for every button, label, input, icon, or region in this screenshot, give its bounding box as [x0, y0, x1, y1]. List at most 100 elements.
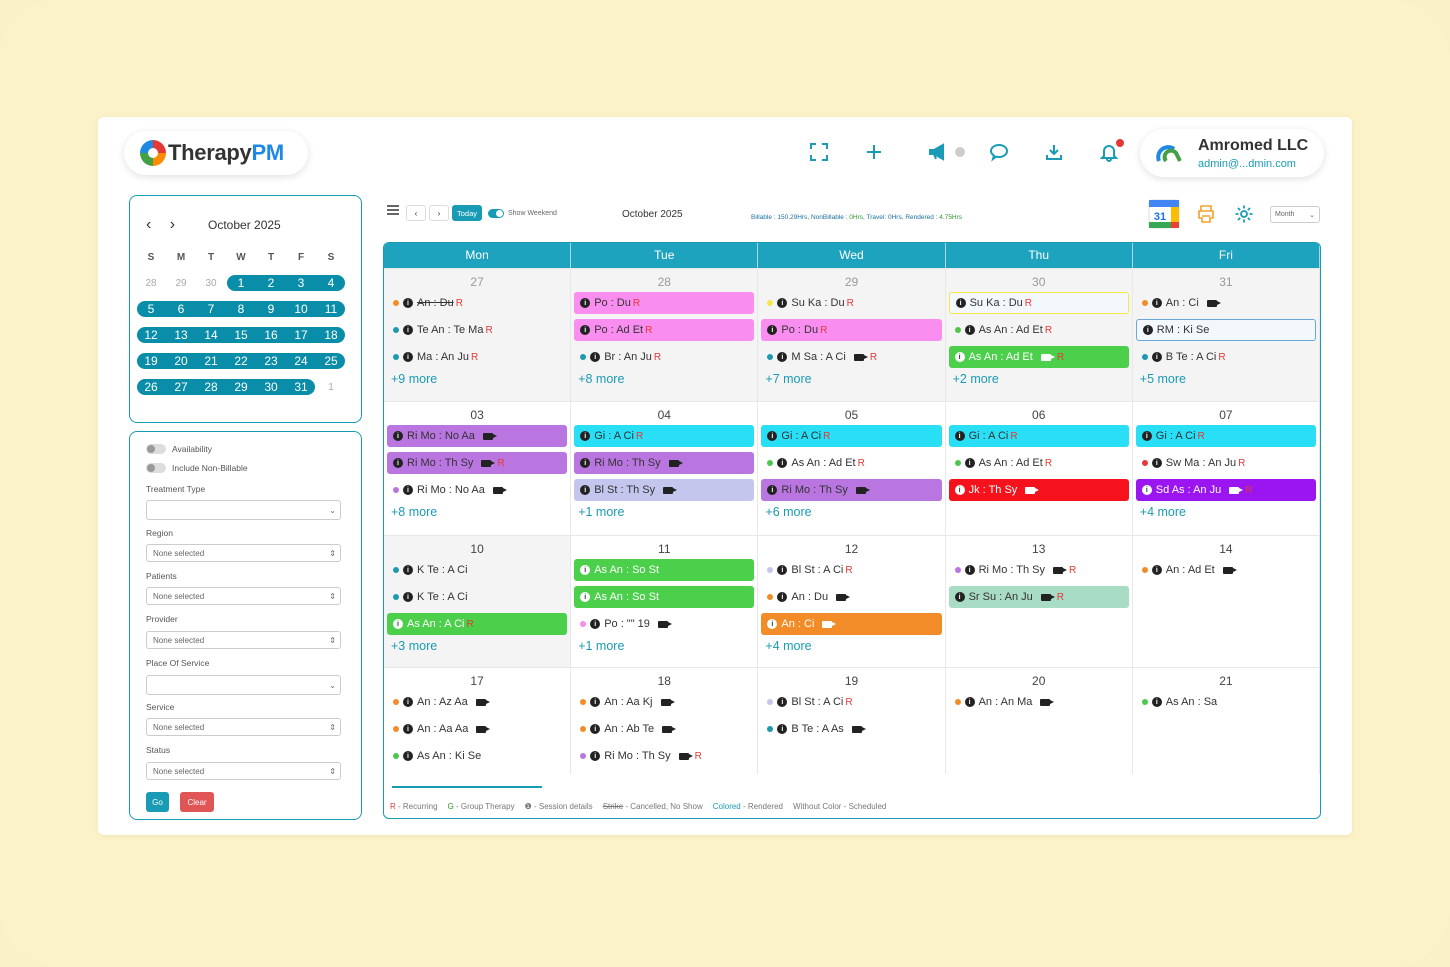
calendar-event[interactable]: i Ri Mo : Th Sy	[761, 479, 942, 501]
session-info-icon[interactable]: i	[1151, 565, 1162, 575]
session-info-icon[interactable]: i	[964, 697, 975, 707]
toggle-switch[interactable]	[146, 444, 166, 454]
calendar-event[interactable]: i Ri Mo : Th Sy	[574, 452, 755, 474]
more-events-link[interactable]: +3 more	[391, 639, 438, 653]
session-info-icon[interactable]: i	[403, 592, 413, 602]
session-info-icon[interactable]: i	[403, 565, 413, 575]
calendar-event[interactable]: i Gi : A Ci R	[1135, 425, 1316, 447]
calendar-event[interactable]: i As An : Ad Et R	[948, 346, 1129, 368]
calendar-event[interactable]: i Ri Mo : Th Sy R	[387, 452, 568, 474]
more-events-link[interactable]: +4 more	[765, 639, 812, 653]
mini-day[interactable]: 28	[204, 380, 218, 394]
mini-day[interactable]: 24	[294, 354, 308, 368]
mini-day[interactable]: 17	[294, 328, 308, 342]
calendar-event[interactable]: i Ri Mo : No Aa	[387, 479, 567, 501]
calendar-event[interactable]: i K Te : A Ci	[387, 586, 567, 608]
service-select[interactable]: None selected ⇕	[146, 718, 341, 736]
prev-button[interactable]: ‹	[406, 205, 426, 221]
menu-icon[interactable]	[387, 205, 399, 215]
mini-day[interactable]: 29	[175, 277, 187, 289]
session-info-icon[interactable]: i	[777, 565, 788, 575]
calendar-event[interactable]: i An : An Ma	[949, 691, 1129, 713]
calendar-event[interactable]: i As An : So St	[574, 559, 755, 581]
non-billable-toggle[interactable]: Include Non-Billable	[146, 463, 248, 473]
toggle-switch[interactable]	[146, 463, 166, 473]
calendar-event[interactable]: i Ri Mo : No Aa	[387, 425, 568, 447]
mini-day[interactable]: 2	[267, 276, 275, 290]
calendar-event[interactable]: i Sw Ma : An Ju R	[1136, 452, 1316, 474]
mini-day[interactable]: 28	[145, 277, 157, 289]
calendar-event[interactable]: i Bl St : A Ci R	[761, 559, 941, 581]
calendar-event[interactable]: i An : Du	[761, 586, 941, 608]
today-button[interactable]: Today	[452, 205, 483, 221]
session-info-icon[interactable]: i	[954, 431, 965, 441]
session-info-icon[interactable]: i	[580, 431, 591, 441]
calendar-event[interactable]: i An : Ad Et	[1136, 559, 1316, 581]
session-info-icon[interactable]: i	[767, 485, 778, 495]
calendar-event[interactable]: i Bl St : Th Sy	[574, 479, 755, 501]
availability-toggle[interactable]: Availability	[146, 444, 212, 454]
session-info-icon[interactable]: i	[1151, 298, 1162, 308]
session-info-icon[interactable]: i	[580, 592, 591, 602]
calendar-event[interactable]: i K Te : A Ci	[387, 559, 567, 581]
mini-day[interactable]: 1	[237, 276, 245, 290]
session-info-icon[interactable]: i	[393, 619, 403, 629]
session-info-icon[interactable]: i	[403, 352, 413, 362]
more-events-link[interactable]: +1 more	[578, 505, 625, 519]
session-info-icon[interactable]: i	[393, 458, 403, 468]
mini-day[interactable]: 8	[237, 302, 245, 316]
calendar-event[interactable]: i Jk : Th Sy	[948, 479, 1129, 501]
calendar-event[interactable]: i Su Ka : Du R	[948, 292, 1129, 314]
chat-icon[interactable]	[988, 141, 1010, 163]
session-info-icon[interactable]: i	[954, 592, 965, 602]
session-info-icon[interactable]: i	[590, 619, 601, 629]
more-events-link[interactable]: +2 more	[952, 372, 999, 386]
horizontal-scrollbar[interactable]	[392, 786, 542, 788]
mini-day[interactable]: 29	[234, 380, 248, 394]
session-info-icon[interactable]: i	[767, 619, 778, 629]
mini-day[interactable]: 11	[324, 302, 338, 316]
mini-day[interactable]: 10	[294, 302, 308, 316]
calendar-event[interactable]: i An : Aa Aa	[387, 718, 567, 740]
calendar-event[interactable]: i An : Az Aa	[387, 691, 567, 713]
calendar-event[interactable]: i Su Ka : Du R	[761, 292, 941, 314]
calendar-event[interactable]: i Ri Mo : Th Sy R	[574, 745, 754, 767]
mini-day[interactable]: 5	[147, 302, 155, 316]
more-events-link[interactable]: +9 more	[391, 372, 438, 386]
calendar-day[interactable]: 31 i An : Ci i RM : Ki Se i B Te : A Ci R +5 mor…	[1132, 269, 1320, 401]
provider-select[interactable]: None selected ⇕	[146, 631, 341, 649]
session-info-icon[interactable]: i	[580, 298, 591, 308]
calendar-day[interactable]: 14 i An : Ad Et	[1133, 536, 1320, 667]
calendar-event[interactable]: i As An : Ki Se	[387, 745, 567, 767]
mini-day[interactable]: 20	[174, 354, 188, 368]
calendar-event[interactable]: i Gi : A Ci R	[574, 425, 755, 447]
calendar-event[interactable]: i Ma : An Ju R	[387, 346, 567, 368]
next-button[interactable]: ›	[429, 205, 449, 221]
mini-day[interactable]: 26	[144, 380, 158, 394]
org-profile[interactable]: Amromed LLC admin@...dmin.com	[1140, 129, 1324, 177]
calendar-event[interactable]: i As An : Ad Et R	[949, 319, 1129, 341]
mini-day[interactable]: 13	[174, 328, 188, 342]
mini-day[interactable]: 14	[204, 328, 218, 342]
session-info-icon[interactable]: i	[403, 751, 413, 761]
toggle-switch[interactable]	[488, 209, 504, 218]
more-events-link[interactable]: +7 more	[765, 372, 812, 386]
treatment-type-select[interactable]: ⌄	[146, 500, 341, 520]
session-info-icon[interactable]: i	[590, 751, 601, 761]
clear-button[interactable]: Clear	[180, 792, 214, 812]
session-info-icon[interactable]: i	[1141, 485, 1152, 495]
google-calendar-icon[interactable]: 31	[1148, 199, 1180, 229]
calendar-event[interactable]: i As An : Sa	[1136, 691, 1316, 713]
session-info-icon[interactable]: i	[580, 325, 591, 335]
calendar-event[interactable]: i As An : So St	[574, 586, 755, 608]
session-info-icon[interactable]: i	[777, 352, 788, 362]
